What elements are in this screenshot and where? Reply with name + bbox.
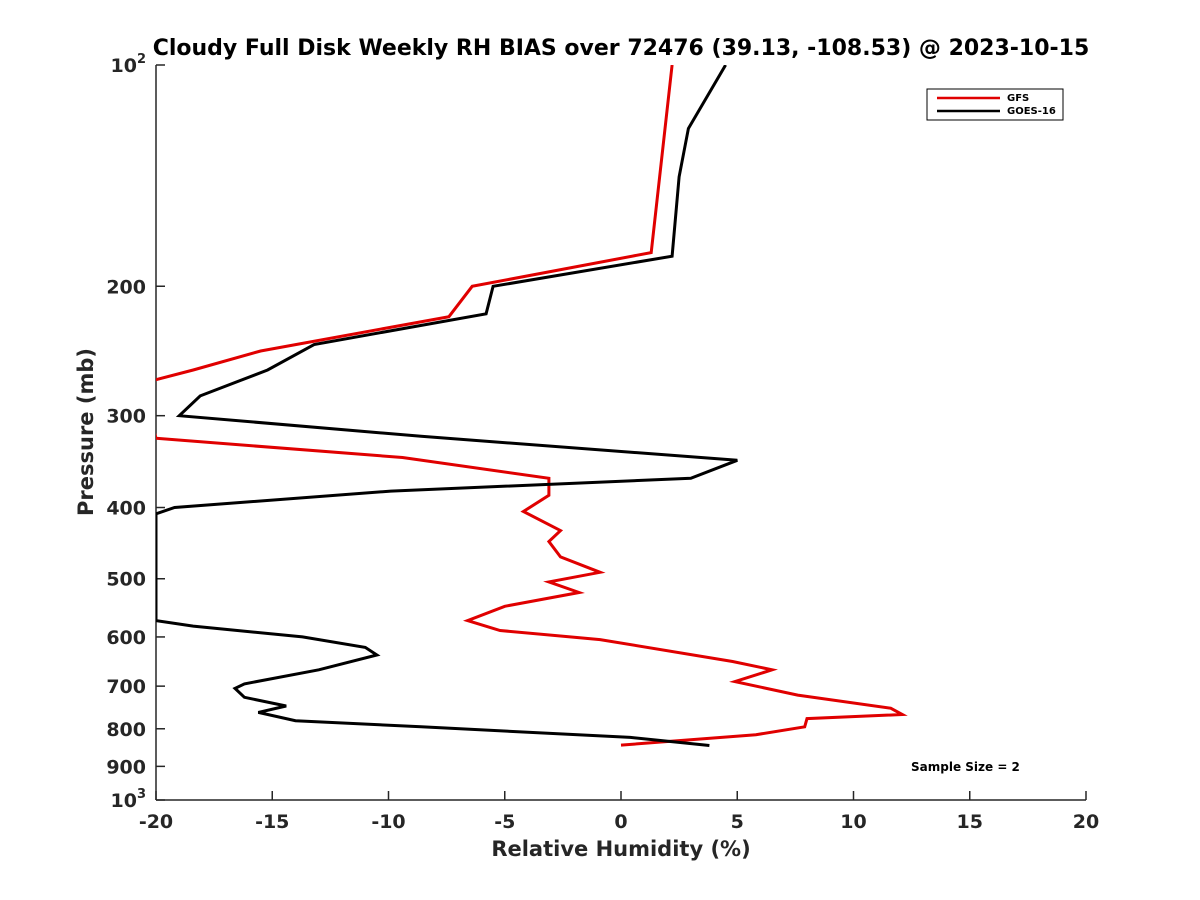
x-tick-label: -15 [255, 811, 289, 833]
x-tick-label: 5 [731, 811, 744, 833]
y-tick-label: 200 [106, 276, 146, 298]
y-tick-label: 600 [106, 627, 146, 649]
x-tick-label: -10 [371, 811, 405, 833]
x-tick-label: 20 [1073, 811, 1099, 833]
legend-label-goes16: GOES-16 [1007, 106, 1056, 117]
y-tick-label: 500 [106, 569, 146, 591]
y-tick-label: 800 [106, 719, 146, 741]
series-line-goes-16 [156, 65, 738, 747]
x-tick-label: -5 [494, 811, 515, 833]
x-tick-label: 15 [957, 811, 983, 833]
y-tick-label: 300 [106, 406, 146, 428]
legend-box [926, 88, 1064, 121]
sample-size-annotation: Sample Size = 2 [911, 760, 1020, 774]
y-axis-label: Pressure (mb) [74, 348, 98, 516]
x-tick-label: 0 [614, 811, 627, 833]
legend-label-gfs: GFS [1007, 93, 1029, 104]
y-tick-label: 900 [106, 756, 146, 778]
x-ticks: -20 -15 -10 -5 0 5 10 15 20 [139, 791, 1099, 833]
chart-title: Cloudy Full Disk Weekly RH BIAS over 724… [153, 36, 1090, 61]
y-tick-label: 400 [106, 498, 146, 520]
y-tick-label: 700 [106, 676, 146, 698]
x-tick-label: -20 [139, 811, 173, 833]
y-tick-label: 103 [111, 787, 147, 812]
legend: GFS GOES-16 [926, 88, 1064, 121]
y-tick-label: 102 [111, 52, 147, 77]
series-layer [156, 65, 908, 747]
series-line-gfs [156, 65, 908, 747]
x-tick-label: 10 [840, 811, 866, 833]
x-axis-label: Relative Humidity (%) [491, 837, 750, 861]
y-ticks: 102 200 300 400 500 600 700 800 900 103 [106, 52, 165, 812]
